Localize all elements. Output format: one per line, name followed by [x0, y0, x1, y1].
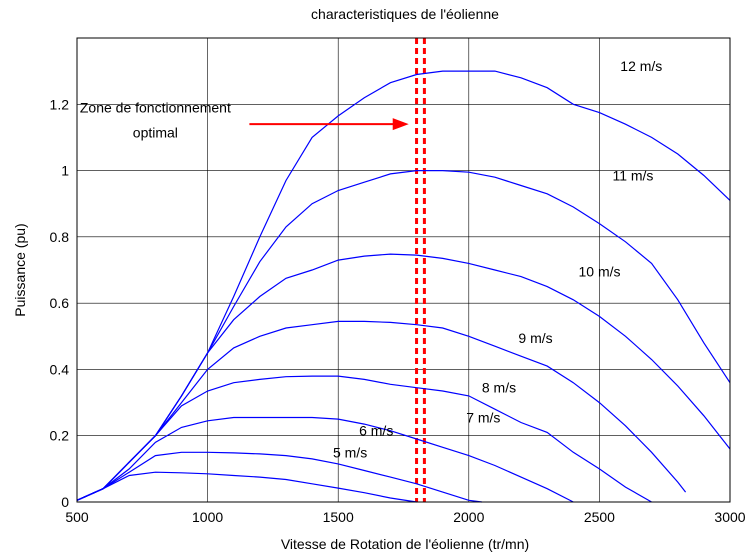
axis-ticks: 500 1000 1500 2000 2500 3000 0 0.2 0.4 0.6 0.8 1 1.2: [50, 96, 746, 525]
x-axis-label: Vitesse de Rotation de l'éolienne (tr/mn…: [281, 536, 529, 552]
series-labels: 5 m/s 6 m/s 7 m/s 8 m/s 9 m/s 10 m/s 11 m/s 12 …: [333, 58, 662, 460]
series-line-8ms: [76, 375, 652, 503]
y-tick-label: 1: [61, 163, 69, 179]
series-line-12ms: [76, 70, 731, 501]
annotation-line-2: optimal: [133, 124, 178, 140]
series-line-11ms: [76, 170, 731, 501]
chart-title: characteristiques de l'éolienne: [311, 6, 499, 22]
annotation-arrow-head: [392, 118, 409, 131]
y-tick-label: 0.4: [50, 361, 70, 377]
series-label-6ms: 6 m/s: [359, 423, 393, 439]
y-tick-label: 0.8: [50, 229, 70, 245]
series-label-5ms: 5 m/s: [333, 444, 367, 460]
series-line-6ms: [76, 451, 482, 503]
x-tick-label: 2500: [584, 509, 615, 525]
x-tick-label: 2000: [453, 509, 484, 525]
series-group: [76, 70, 731, 503]
annotation-line-1: Zone de fonctionnement: [80, 100, 231, 116]
y-axis-label: Puissance (pu): [12, 223, 28, 316]
series-line-5ms: [76, 471, 417, 503]
y-tick-label: 1.2: [50, 96, 70, 112]
series-label-9ms: 9 m/s: [518, 330, 552, 346]
x-tick-label: 1000: [192, 509, 223, 525]
x-tick-label: 1500: [323, 509, 354, 525]
series-label-10ms: 10 m/s: [579, 264, 621, 280]
x-tick-label: 3000: [714, 509, 745, 525]
series-line-7ms: [76, 416, 574, 503]
plot-area-frame: [76, 37, 731, 503]
series-label-11ms: 11 m/s: [612, 168, 653, 184]
series-label-12ms: 12 m/s: [620, 58, 662, 74]
annotation: Zone de fonctionnement optimal: [80, 100, 409, 140]
y-tick-label: 0.6: [50, 295, 70, 311]
x-tick-label: 500: [65, 509, 89, 525]
series-label-8ms: 8 m/s: [482, 380, 516, 396]
series-line-9ms: [76, 320, 687, 501]
y-tick-label: 0.2: [50, 428, 70, 444]
y-tick-label: 0: [61, 494, 69, 510]
series-label-7ms: 7 m/s: [466, 409, 500, 425]
series-line-10ms: [76, 253, 731, 501]
optimal-zone: [415, 38, 426, 502]
